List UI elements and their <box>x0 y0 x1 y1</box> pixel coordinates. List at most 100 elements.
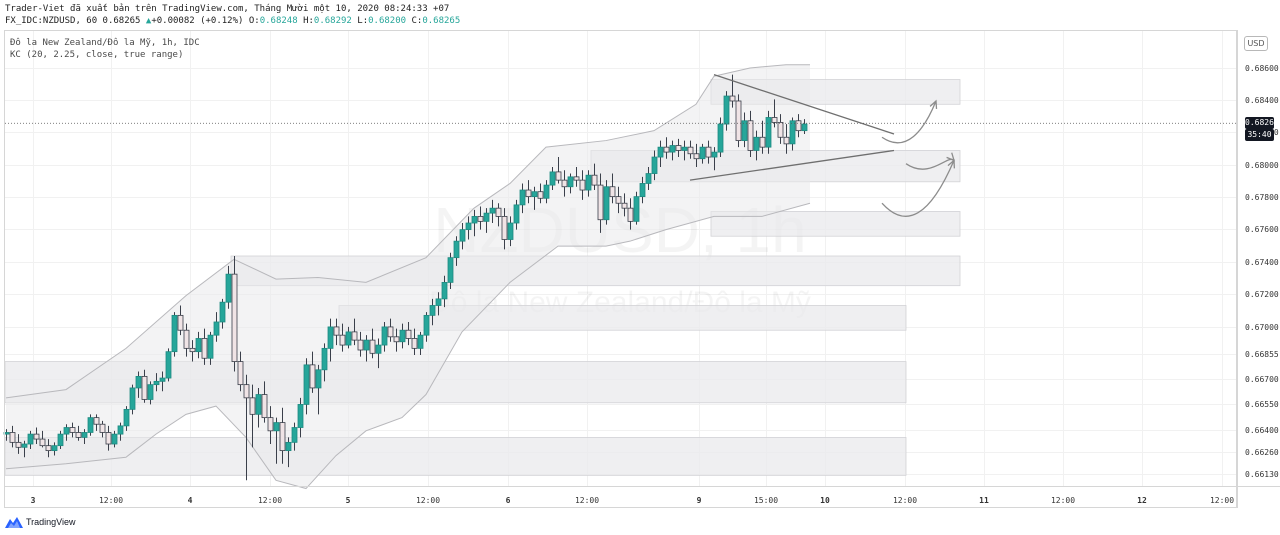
candle-body <box>423 314 430 336</box>
candle-body <box>537 191 544 199</box>
candle-down <box>675 138 682 158</box>
candle-up <box>711 147 718 171</box>
candle-body <box>357 339 364 351</box>
time-tick-label: 10 <box>820 496 830 505</box>
price-tick-label: 0.66700 <box>1245 375 1279 384</box>
candle-down <box>93 414 100 431</box>
time-tick-label: 12:00 <box>416 496 440 505</box>
candle-body <box>567 176 574 188</box>
candle-body <box>705 146 712 158</box>
candle-body <box>453 240 460 259</box>
candle-body <box>717 123 724 153</box>
candle-body <box>339 334 346 346</box>
legend-symbol[interactable]: Đô la New Zealand/Đô la Mỹ, 1h, IDC <box>10 38 200 48</box>
candle-body <box>231 273 238 362</box>
candle-body <box>633 196 640 222</box>
candle-up <box>753 130 760 161</box>
candle-down <box>537 183 544 204</box>
candle-body <box>663 146 670 153</box>
candle-body <box>789 120 796 145</box>
candle-body <box>249 397 256 415</box>
candle-body <box>63 427 70 435</box>
candle-body <box>375 344 382 354</box>
candle-down <box>141 369 148 403</box>
candle-body <box>675 145 682 151</box>
candle-down <box>279 407 286 464</box>
price-tick-label: 0.66400 <box>1245 426 1279 435</box>
candle-up <box>657 140 664 167</box>
candle-body <box>573 176 580 181</box>
candle-body <box>267 417 274 432</box>
time-tick-label: 9 <box>697 496 702 505</box>
projection-arrow <box>881 100 937 144</box>
candle-up <box>699 143 706 164</box>
candle-up <box>57 430 64 449</box>
candle-body <box>129 387 136 410</box>
candle-up <box>669 140 676 161</box>
price-tick-label: 0.66550 <box>1245 400 1279 409</box>
candle-down <box>387 318 394 342</box>
candle-down <box>777 114 784 144</box>
candle-down <box>267 406 274 445</box>
candle-body <box>801 123 808 132</box>
candle-body <box>123 408 130 427</box>
candle-body <box>519 189 526 206</box>
candle-up <box>111 430 118 448</box>
candle-down <box>759 120 766 154</box>
candle-down <box>579 170 586 200</box>
candle-body <box>759 136 766 148</box>
candle-body <box>171 314 178 353</box>
candle-body <box>309 364 316 389</box>
candle-down <box>105 425 112 451</box>
drawings <box>689 73 956 217</box>
candle-body <box>153 380 160 386</box>
candle-body <box>699 146 706 160</box>
candle-body <box>75 432 82 438</box>
candle-body <box>159 377 166 382</box>
candle-up <box>327 318 334 362</box>
candle-down <box>231 256 238 372</box>
candle-body <box>39 438 46 447</box>
candle-down <box>237 351 244 392</box>
candle-up <box>363 335 370 362</box>
candle-down <box>177 305 184 336</box>
candle-up <box>789 117 796 151</box>
candle-body <box>777 122 784 138</box>
candle-body <box>45 445 52 452</box>
candle-down <box>621 193 628 217</box>
time-axis: 3 12:00 4 12:00 5 12:00 6 12:00 9 15:00 10 12:00 11 1… <box>5 486 1280 505</box>
candle-up <box>381 321 388 352</box>
open-value: 0.68248 <box>259 16 298 26</box>
candle-up <box>255 387 262 428</box>
candle-up <box>417 331 424 355</box>
candle-body <box>459 229 466 242</box>
candle-body <box>435 298 442 306</box>
candle-up <box>159 371 166 392</box>
candle-body <box>183 329 190 349</box>
candle-up <box>195 331 202 359</box>
candle-up <box>651 150 658 181</box>
candle-body <box>363 339 370 351</box>
candle-body <box>33 433 40 440</box>
candle-body <box>117 425 124 435</box>
candle-body <box>189 347 196 353</box>
candle-body <box>105 432 112 445</box>
candle-body <box>687 146 694 155</box>
triangle-lower-line <box>689 149 895 181</box>
candle-down <box>615 186 622 214</box>
price-chart[interactable]: NZDUSD, 1h Đô la New Zealand/Đô la Mỹ 0.… <box>0 30 1280 508</box>
candle-down <box>573 166 580 187</box>
bar-countdown: 35:40 <box>1245 129 1274 141</box>
tradingview-logo-icon <box>5 516 23 528</box>
currency-badge[interactable]: USD <box>1244 36 1268 51</box>
price-tick-label: 0.67000 <box>1245 323 1279 332</box>
candle-body <box>165 351 172 379</box>
candle-body <box>417 334 424 349</box>
candle-down <box>495 203 502 227</box>
candle-body <box>615 196 622 204</box>
candle-body <box>291 427 298 443</box>
candle-body <box>513 204 520 224</box>
tradingview-brand[interactable]: TradingView <box>5 514 76 530</box>
legend-indicator[interactable]: KC (20, 2.25, close, true range) <box>10 50 184 60</box>
candle-up <box>645 166 652 191</box>
